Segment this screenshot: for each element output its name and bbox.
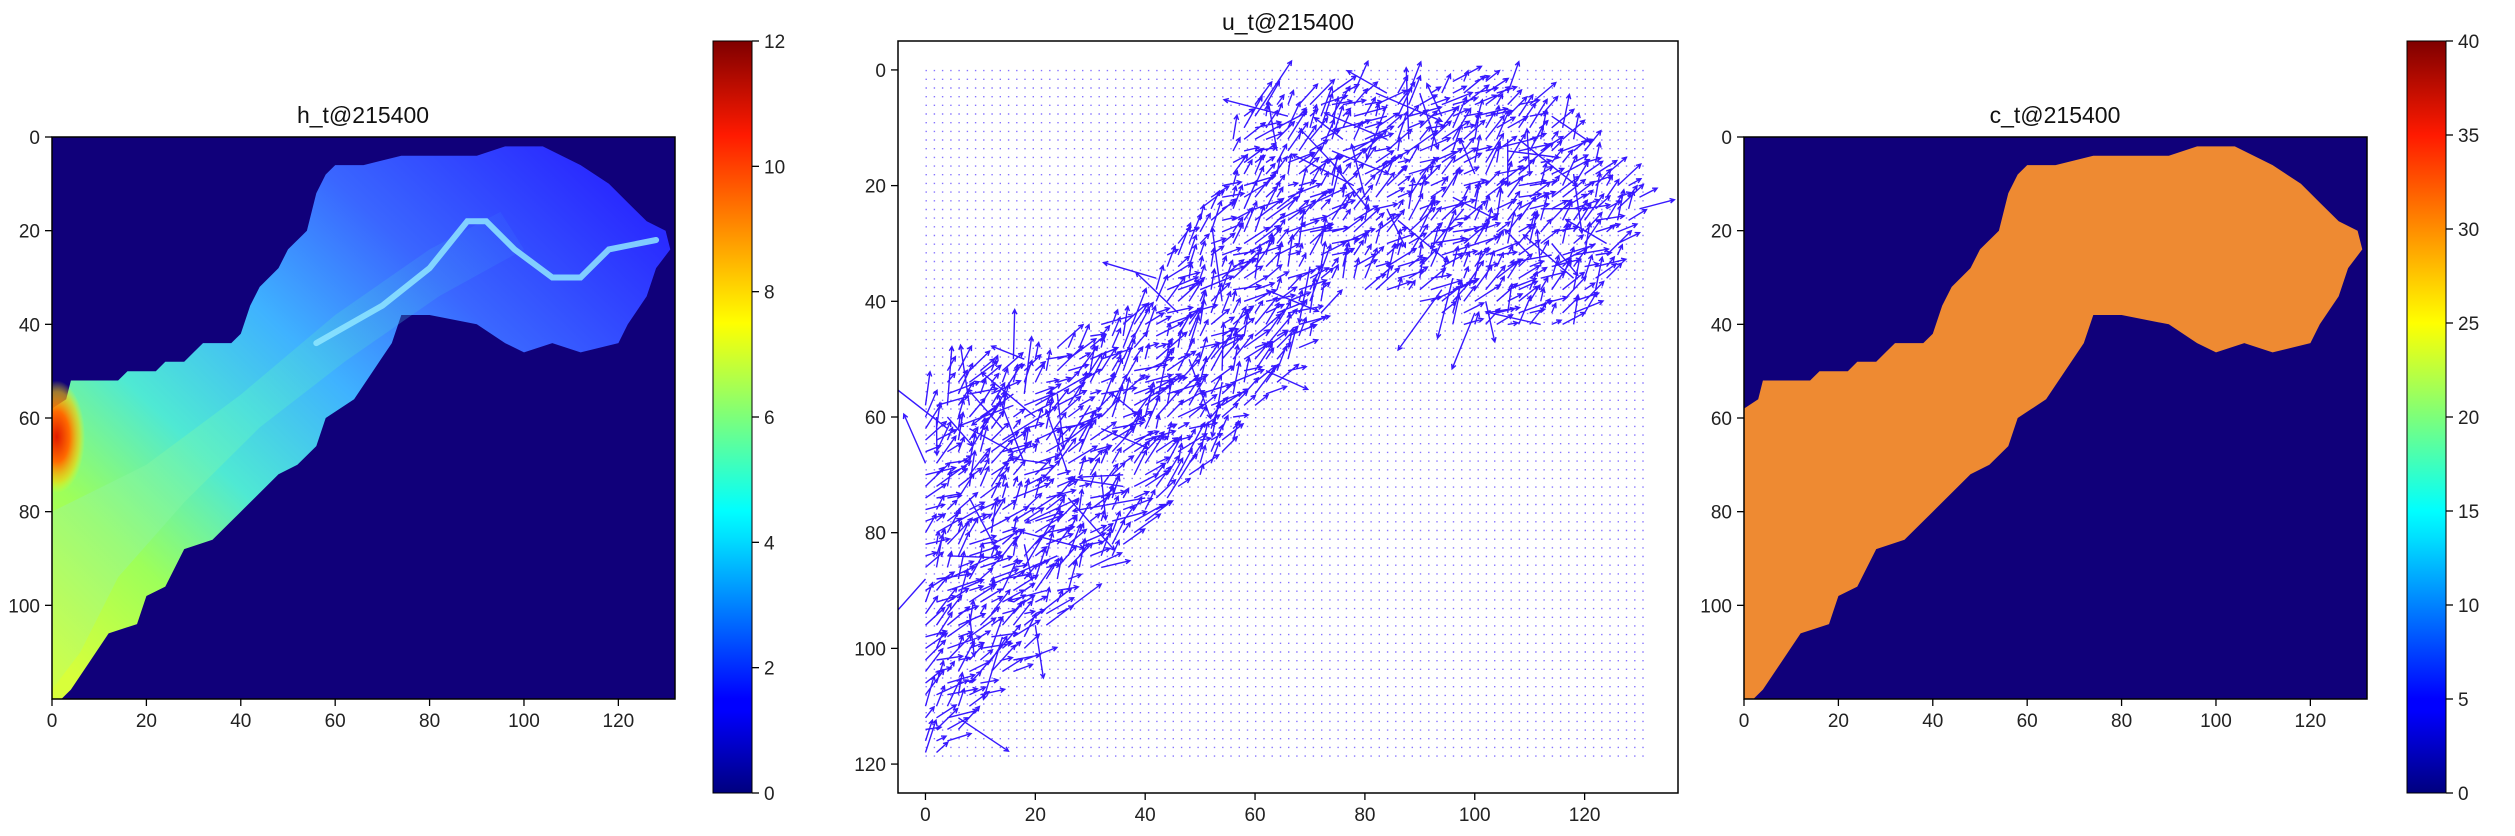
c-t-colorbar-tick-label: 35 bbox=[2458, 126, 2479, 147]
u-t-y-tick-label: 20 bbox=[865, 177, 886, 198]
u-t-x-tick-label: 0 bbox=[920, 805, 931, 826]
u-t-vector-field bbox=[898, 59, 1676, 754]
c-t-colorbar-tick-label: 5 bbox=[2458, 690, 2469, 711]
h-t-x-tick-label: 0 bbox=[47, 711, 58, 732]
panel-u-t: u_t@215400 0 20 40 60 80 100 120 0 20 40 60 80 100 1… bbox=[854, 9, 1679, 826]
c-t-x-tick-label: 80 bbox=[2111, 711, 2132, 732]
panel-h-t: h_t@215400 0 20 40 60 80 100 120 0 20 40 60 80 100 bbox=[8, 102, 676, 732]
h-t-colorbar-tick-label: 10 bbox=[764, 157, 785, 178]
c-t-x-ticks: 0 20 40 60 80 100 120 bbox=[1739, 699, 2327, 732]
h-t-y-tick-label: 40 bbox=[19, 315, 40, 336]
h-t-colorbar-tick-label: 6 bbox=[764, 408, 775, 429]
u-t-y-tick-label: 0 bbox=[875, 61, 886, 82]
c-t-x-tick-label: 20 bbox=[1828, 711, 1849, 732]
c-t-colorbar-tick-label: 25 bbox=[2458, 314, 2479, 335]
h-t-y-tick-label: 100 bbox=[8, 596, 40, 617]
h-t-channel-line bbox=[313, 218, 660, 347]
h-t-x-tick-label: 80 bbox=[419, 711, 440, 732]
c-t-colorbar-tick-label: 15 bbox=[2458, 502, 2479, 523]
c-t-x-tick-label: 40 bbox=[1922, 711, 1943, 732]
c-t-colorbar-tick-label: 10 bbox=[2458, 596, 2479, 617]
u-t-arrows bbox=[898, 59, 1676, 754]
h-t-colorbar-tick-label: 8 bbox=[764, 283, 775, 304]
c-t-y-tick-label: 40 bbox=[1711, 315, 1732, 336]
u-t-x-ticks: 0 20 40 60 80 100 120 bbox=[920, 793, 1600, 826]
h-t-colorbar-tick-label: 12 bbox=[764, 32, 785, 53]
c-t-colorbar-gradient bbox=[2406, 40, 2447, 794]
u-t-title: u_t@215400 bbox=[1222, 9, 1354, 35]
h-t-hotspot bbox=[52, 380, 86, 493]
u-t-y-tick-label: 120 bbox=[854, 755, 886, 776]
h-t-y-tick-label: 20 bbox=[19, 222, 40, 243]
c-t-x-tick-label: 120 bbox=[2295, 711, 2327, 732]
h-t-deep-band bbox=[52, 211, 524, 690]
h-t-title: h_t@215400 bbox=[297, 102, 429, 128]
h-t-x-tick-label: 40 bbox=[230, 711, 251, 732]
u-t-x-tick-label: 100 bbox=[1459, 805, 1491, 826]
c-t-y-tick-label: 60 bbox=[1711, 409, 1732, 430]
c-t-colorbar-tick-label: 20 bbox=[2458, 408, 2479, 429]
u-t-y-tick-label: 60 bbox=[865, 408, 886, 429]
c-t-colorbar-tick-label: 30 bbox=[2458, 220, 2479, 241]
c-t-x-tick-label: 100 bbox=[2200, 711, 2232, 732]
c-t-colorbar: 0 5 10 15 20 25 30 35 40 bbox=[2406, 32, 2479, 805]
h-t-x-tick-label: 120 bbox=[603, 711, 635, 732]
h-t-y-ticks: 0 20 40 60 80 100 bbox=[8, 128, 52, 617]
u-t-x-tick-label: 20 bbox=[1025, 805, 1046, 826]
c-t-y-tick-label: 100 bbox=[1700, 596, 1732, 617]
c-t-y-tick-label: 20 bbox=[1711, 222, 1732, 243]
c-t-colorbar-tick-label: 40 bbox=[2458, 32, 2479, 53]
u-t-y-ticks: 0 20 40 60 80 100 120 bbox=[854, 61, 898, 776]
c-t-x-tick-label: 60 bbox=[2017, 711, 2038, 732]
h-t-colorbar-ticks: 0 2 4 6 8 10 12 bbox=[752, 32, 785, 805]
u-t-x-tick-label: 120 bbox=[1569, 805, 1601, 826]
h-t-x-ticks: 0 20 40 60 80 100 120 bbox=[47, 699, 635, 732]
c-t-y-tick-label: 0 bbox=[1721, 128, 1732, 149]
c-t-colorbar-tick-label: 0 bbox=[2458, 784, 2469, 805]
u-t-x-tick-label: 40 bbox=[1135, 805, 1156, 826]
u-t-y-tick-label: 100 bbox=[854, 639, 886, 660]
h-t-colorbar-tick-label: 2 bbox=[764, 659, 775, 680]
c-t-colorbar-ticks: 0 5 10 15 20 25 30 35 40 bbox=[2446, 32, 2479, 805]
u-t-y-tick-label: 80 bbox=[865, 524, 886, 545]
h-t-colorbar: 0 2 4 6 8 10 12 bbox=[712, 32, 785, 805]
c-t-wet-domain bbox=[1744, 146, 2363, 699]
c-t-y-tick-label: 80 bbox=[1711, 503, 1732, 524]
panel-c-t: c_t@215400 0 20 40 60 80 100 120 0 20 40 60 80 100 bbox=[1700, 102, 2368, 732]
h-t-colorbar-tick-label: 4 bbox=[764, 533, 775, 554]
h-t-y-tick-label: 0 bbox=[29, 128, 40, 149]
h-t-x-tick-label: 60 bbox=[325, 711, 346, 732]
h-t-y-tick-label: 60 bbox=[19, 409, 40, 430]
u-t-y-tick-label: 40 bbox=[865, 292, 886, 313]
c-t-y-ticks: 0 20 40 60 80 100 bbox=[1700, 128, 1744, 617]
h-t-x-tick-label: 20 bbox=[136, 711, 157, 732]
u-t-x-tick-label: 60 bbox=[1244, 805, 1265, 826]
h-t-colorbar-tick-label: 0 bbox=[764, 784, 775, 805]
u-t-x-tick-label: 80 bbox=[1354, 805, 1375, 826]
c-t-x-tick-label: 0 bbox=[1739, 711, 1750, 732]
h-t-x-tick-label: 100 bbox=[508, 711, 540, 732]
h-t-y-tick-label: 80 bbox=[19, 503, 40, 524]
h-t-wet-domain bbox=[52, 146, 671, 699]
h-t-colorbar-gradient bbox=[712, 40, 753, 794]
c-t-title: c_t@215400 bbox=[1990, 102, 2121, 128]
